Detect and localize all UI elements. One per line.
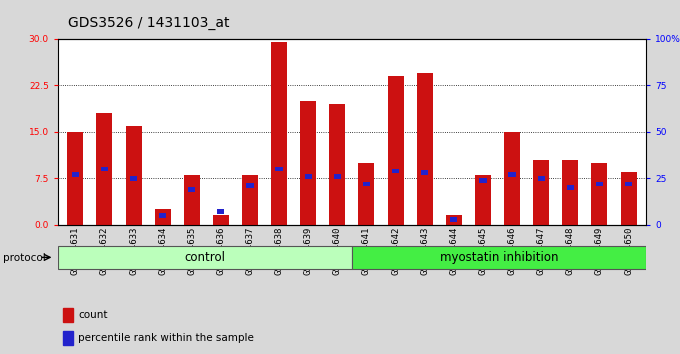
Bar — [533, 160, 549, 225]
Bar — [352, 246, 646, 269]
Bar — [509, 172, 515, 177]
Bar — [101, 167, 108, 171]
Bar — [596, 182, 603, 186]
Bar — [71, 172, 79, 177]
Bar — [334, 174, 341, 179]
Bar — [242, 175, 258, 225]
Bar — [275, 167, 283, 171]
Bar — [388, 76, 404, 225]
Bar — [188, 187, 195, 192]
Bar — [246, 183, 254, 188]
Bar — [363, 182, 370, 186]
Bar — [159, 213, 166, 218]
Bar — [446, 216, 462, 225]
Bar — [450, 217, 458, 222]
Bar — [625, 182, 632, 186]
Bar — [67, 132, 83, 225]
Text: count: count — [78, 310, 108, 320]
Bar — [154, 209, 171, 225]
Bar — [392, 169, 399, 173]
Bar — [213, 216, 229, 225]
Bar — [271, 42, 287, 225]
Bar — [97, 113, 112, 225]
Bar — [475, 175, 491, 225]
Bar — [63, 331, 73, 345]
Text: percentile rank within the sample: percentile rank within the sample — [78, 333, 254, 343]
Bar — [58, 246, 352, 269]
Text: GDS3526 / 1431103_at: GDS3526 / 1431103_at — [68, 16, 230, 30]
Bar — [126, 126, 141, 225]
Bar — [329, 104, 345, 225]
Bar — [300, 101, 316, 225]
Bar — [358, 163, 375, 225]
Bar — [566, 185, 574, 190]
Bar — [479, 178, 486, 183]
Bar — [421, 170, 428, 175]
Bar — [562, 160, 578, 225]
Bar — [305, 174, 312, 179]
Bar — [218, 210, 224, 214]
Bar — [184, 175, 200, 225]
Bar — [538, 176, 545, 181]
Text: control: control — [184, 251, 225, 263]
Bar — [621, 172, 636, 225]
Text: protocol: protocol — [3, 253, 46, 263]
Bar — [504, 132, 520, 225]
Bar — [130, 176, 137, 181]
Bar — [417, 73, 432, 225]
Bar — [63, 308, 73, 322]
Text: myostatin inhibition: myostatin inhibition — [440, 251, 558, 263]
Bar — [592, 163, 607, 225]
